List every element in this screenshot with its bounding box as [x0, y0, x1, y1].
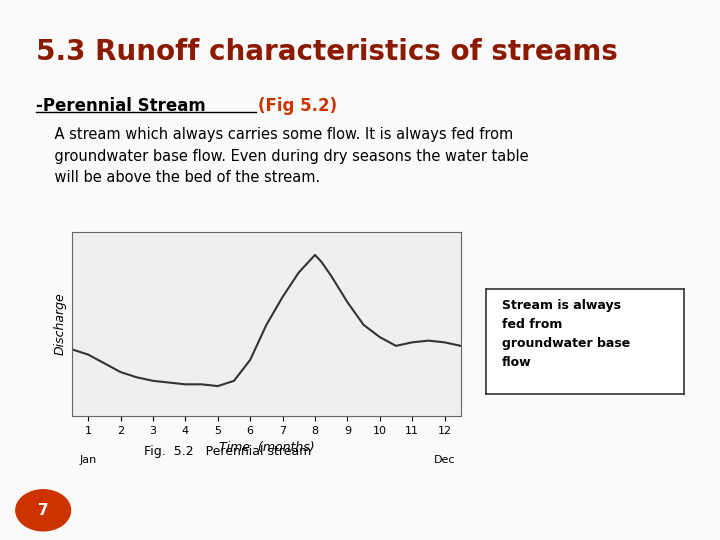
Y-axis label: Discharge: Discharge [53, 293, 66, 355]
Text: groundwater base flow. Even during dry seasons the water table: groundwater base flow. Even during dry s… [36, 148, 528, 164]
Text: A stream which always carries some flow. It is always fed from: A stream which always carries some flow.… [36, 127, 513, 142]
Text: Dec: Dec [434, 455, 455, 465]
Text: Jan: Jan [80, 455, 96, 465]
Circle shape [16, 490, 71, 531]
Text: Stream is always
fed from
groundwater base
flow: Stream is always fed from groundwater ba… [502, 299, 630, 369]
Text: -Perennial Stream: -Perennial Stream [36, 97, 206, 115]
Text: 5.3 Runoff characteristics of streams: 5.3 Runoff characteristics of streams [36, 38, 618, 66]
Text: Fig.  5.2   Perennial stream: Fig. 5.2 Perennial stream [144, 446, 311, 458]
Text: (Fig 5.2): (Fig 5.2) [258, 97, 337, 115]
Text: will be above the bed of the stream.: will be above the bed of the stream. [36, 170, 320, 185]
X-axis label: Time  (months): Time (months) [219, 441, 314, 454]
Text: 7: 7 [38, 503, 48, 518]
